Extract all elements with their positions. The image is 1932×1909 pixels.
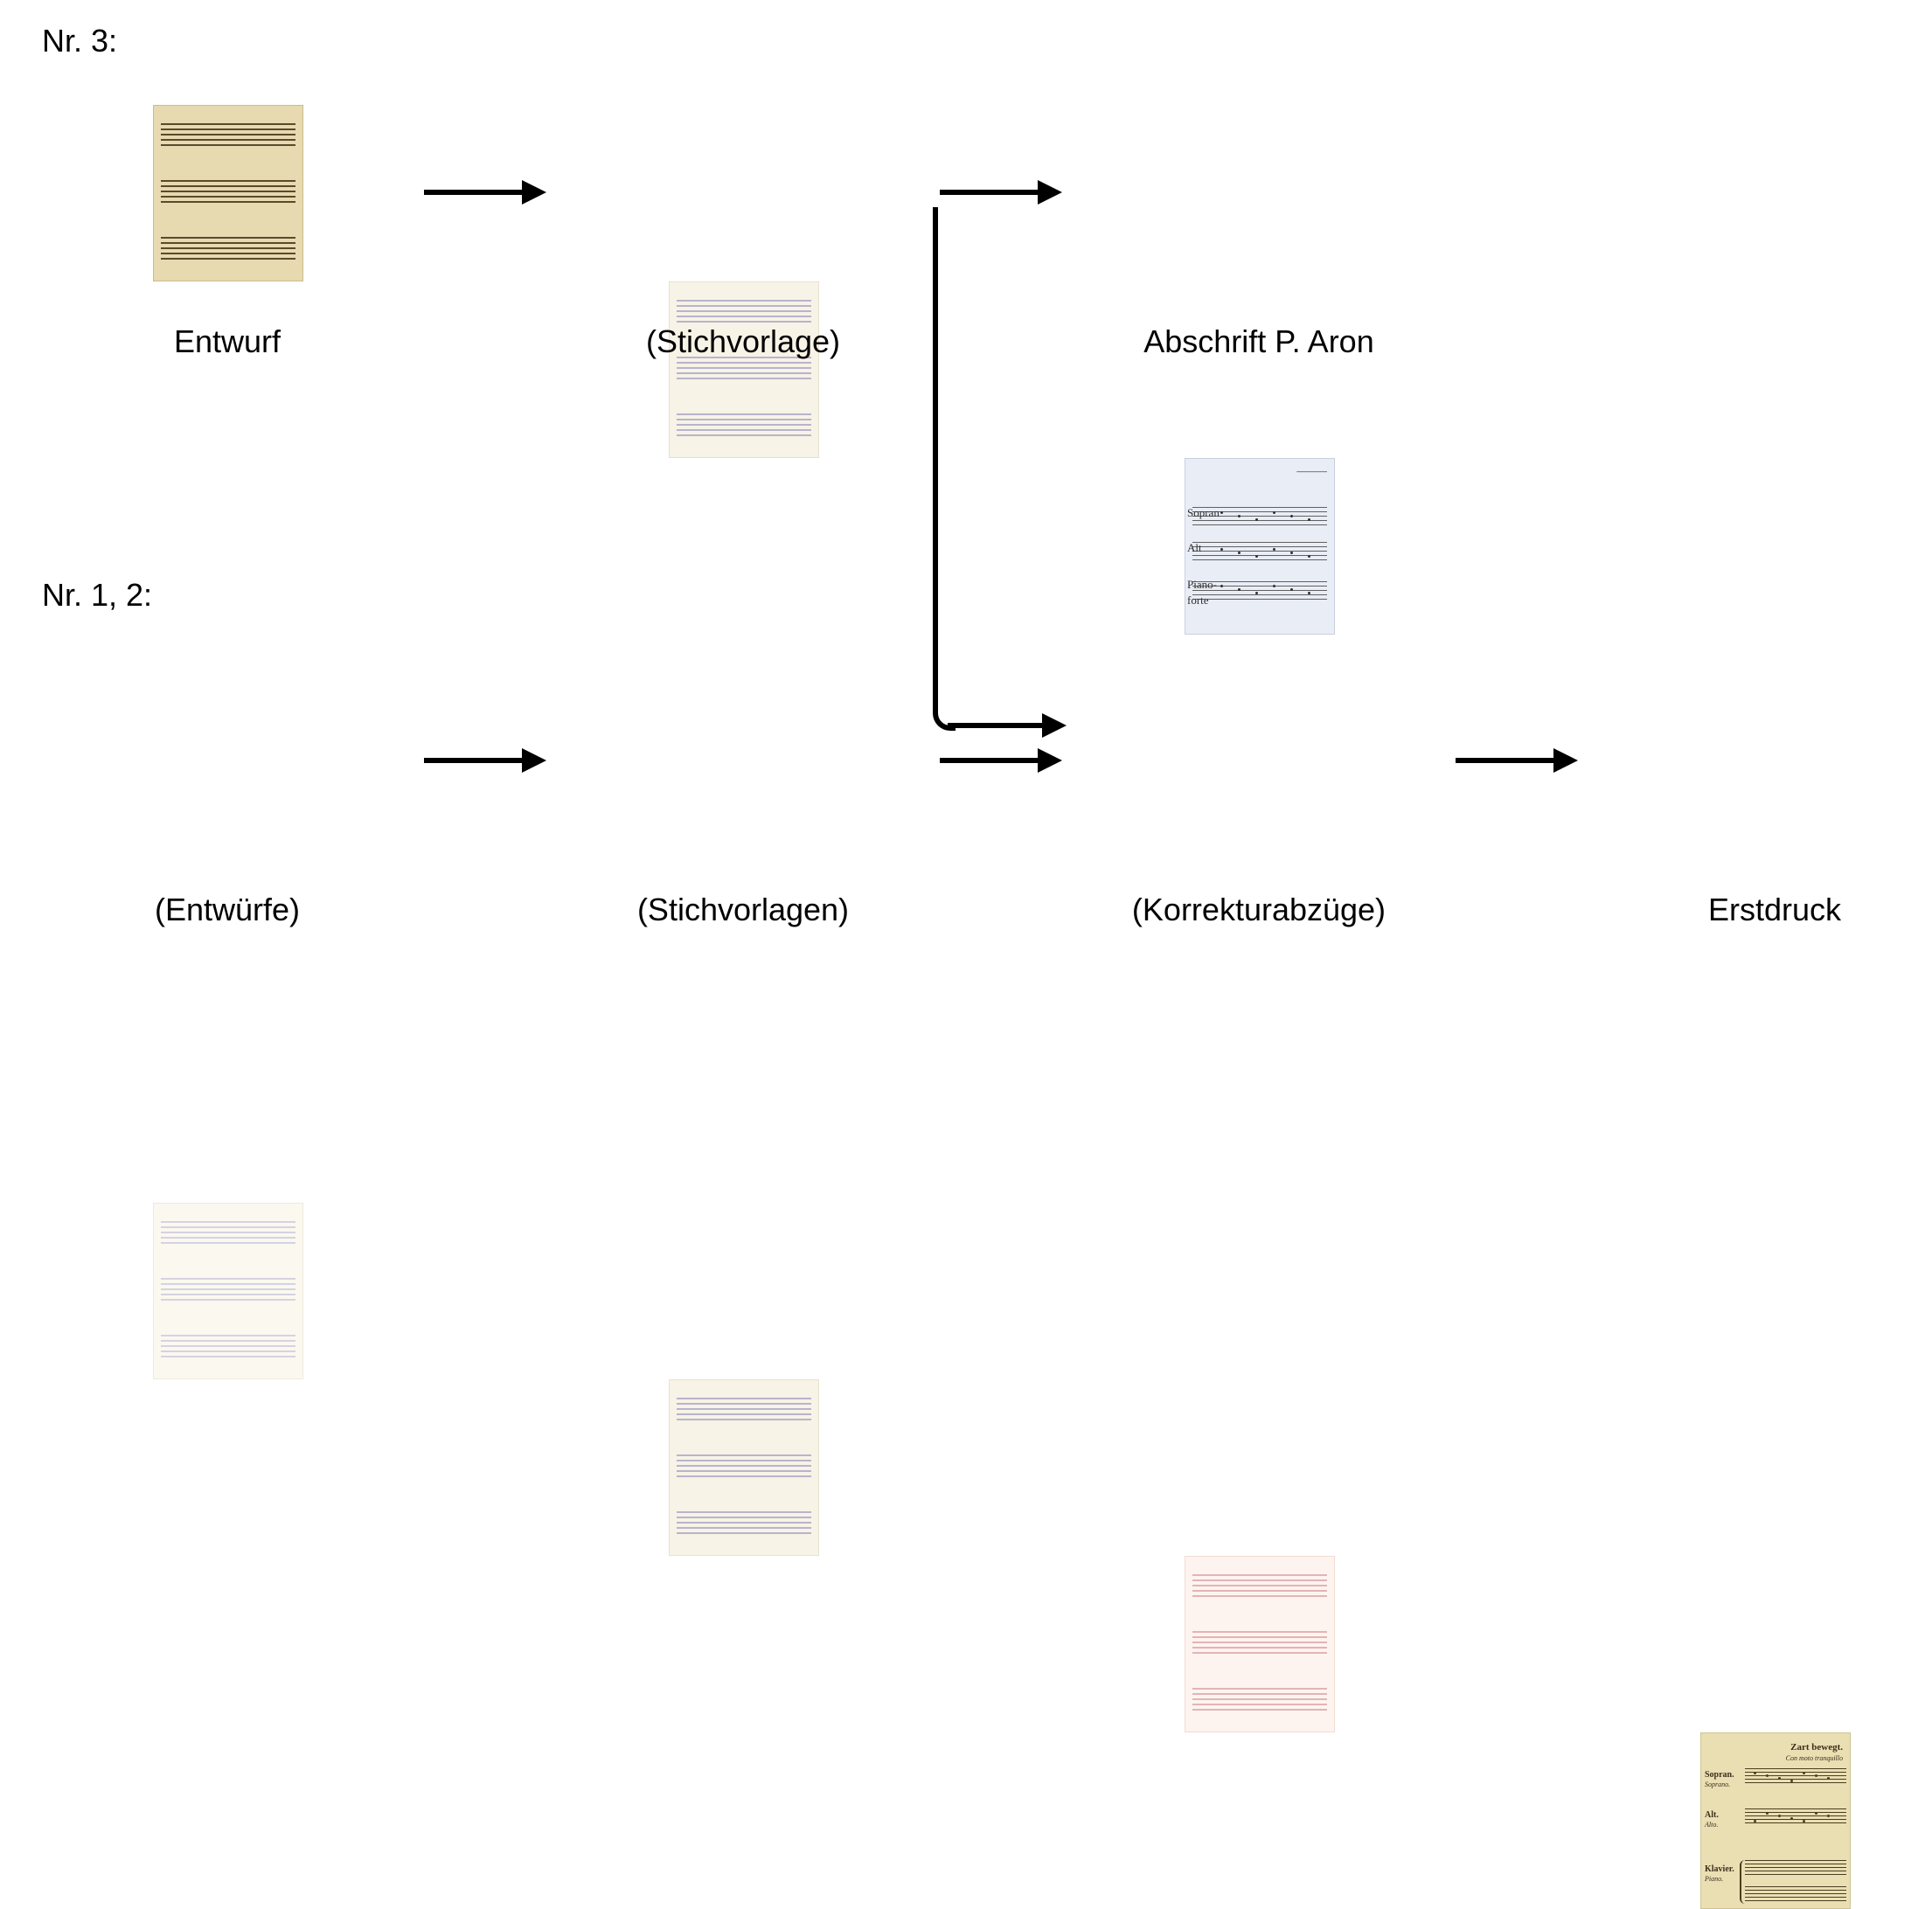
erstdruck-part-sublabel: Alto. [1705,1821,1718,1829]
erstdruck-part-label: Alt. [1705,1810,1719,1820]
thumb-abschrift: Sopran Alt Piano-forte ——— [1185,458,1335,635]
stemma-diagram: Nr. 3: Nr. 1, 2: Entwurf (Stichvorlage) Sopr… [0,0,1932,967]
thumb-entwurf [153,105,303,281]
label-entwuerfe: (Entwürfe) [52,892,402,928]
arrow-entwuerfe-stichvorlagen [424,758,522,763]
label-stichvorlage: (Stichvorlage) [568,323,918,360]
label-entwurf: Entwurf [52,323,402,360]
thumb-entwuerfe [153,1203,303,1379]
thumb-korrekturabzuege [1185,1556,1335,1732]
manuscript-part-label: forte [1187,594,1209,607]
arrow-entwurf-stichvorlage [424,190,522,195]
manuscript-part-label: Alt [1187,541,1202,555]
erstdruck-part-label: Sopran. [1705,1770,1734,1780]
arrow-entwuerfe-stichvorlagen-head [522,748,546,773]
bottom-row-heading: Nr. 1, 2: [42,577,152,614]
manuscript-part-label: Piano- [1187,578,1217,592]
label-korrekturabzuege: (Korrekturabzüge) [1084,892,1434,928]
erstdruck-part-sublabel: Piano. [1705,1875,1723,1883]
arrow-korrekturabzuege-erstdruck-head [1553,748,1578,773]
arrow-entwurf-stichvorlage-head [522,180,546,205]
arrow-stichvorlage-abschrift [940,190,1038,195]
erstdruck-tempo: Zart bewegt. [1790,1742,1843,1753]
arrow-stichvorlagen-korrekturabzuege-head [1038,748,1062,773]
erstdruck-part-sublabel: Soprano. [1705,1781,1730,1788]
label-stichvorlagen: (Stichvorlagen) [568,892,918,928]
top-row-heading: Nr. 3: [42,23,117,59]
arrow-cross-horizontal-head [1042,713,1067,738]
arrow-stichvorlage-abschrift-head [1038,180,1062,205]
erstdruck-part-label: Klavier. [1705,1864,1734,1874]
arrow-cross-horizontal [948,723,1042,728]
erstdruck-tempo-sub: Con moto tranquillo [1786,1754,1843,1762]
label-abschrift: Abschrift P. Aron [1084,323,1434,360]
thumb-stichvorlage [669,281,819,458]
thumb-erstdruck: Zart bewegt.Con moto tranquillo Sopran.So… [1700,1732,1851,1909]
arrow-korrekturabzuege-erstdruck [1456,758,1553,763]
manuscript-part-label: Sopran [1187,506,1220,520]
arrow-cross-vertical [933,210,938,708]
label-erstdruck: Erstdruck [1600,892,1932,928]
thumb-stichvorlagen [669,1379,819,1556]
arrow-stichvorlagen-korrekturabzuege [940,758,1038,763]
manuscript-title-scribble: ——— [1296,464,1327,478]
